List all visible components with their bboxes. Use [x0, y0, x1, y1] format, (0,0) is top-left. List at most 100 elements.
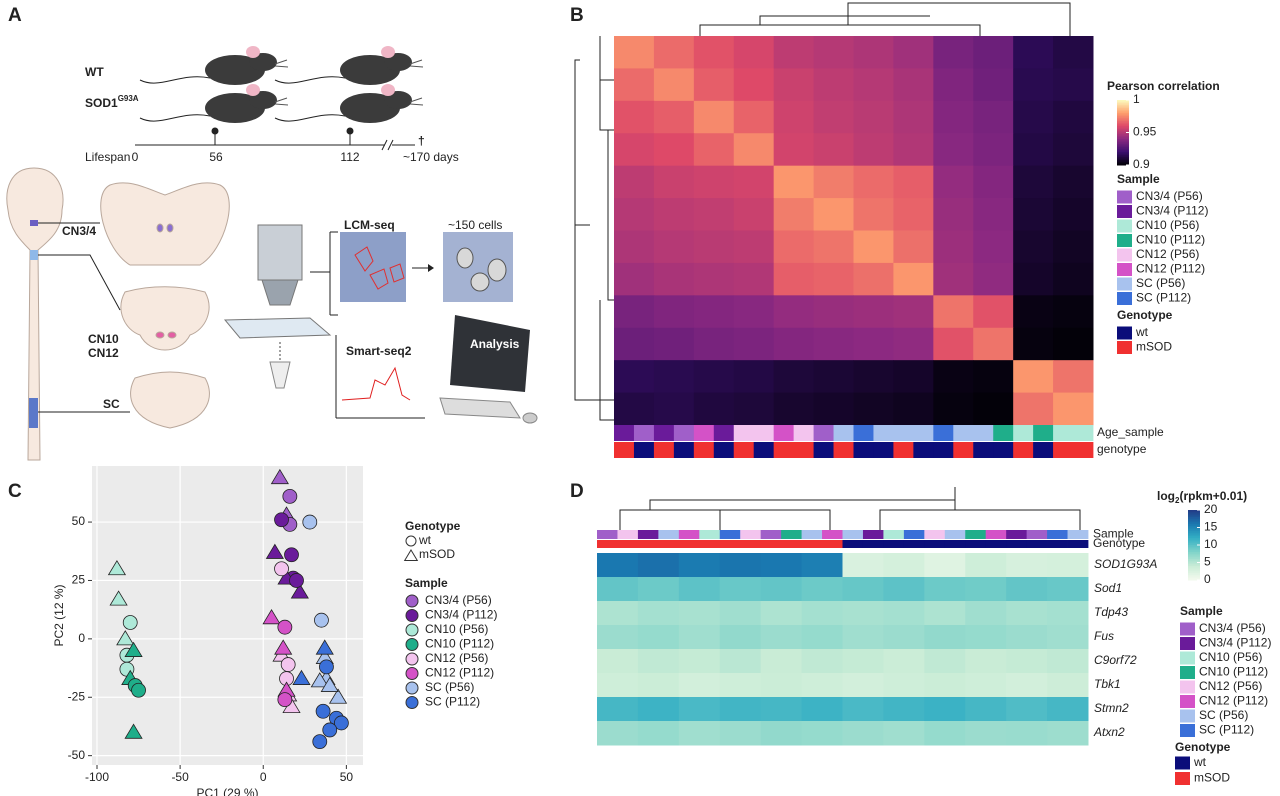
annotation-cell	[781, 530, 802, 539]
heatmap-cell	[1053, 198, 1094, 231]
annotation-cell	[1067, 530, 1089, 539]
workflow-icons	[223, 224, 538, 424]
colorbar-cell	[1117, 114, 1129, 117]
colorbar-cell	[1117, 135, 1129, 138]
heatmap-cell	[924, 721, 966, 746]
annotation-cell	[678, 540, 700, 548]
heatmap-cell	[893, 198, 934, 231]
heatmap-cell	[842, 721, 884, 746]
colorbar-title: Pearson correlation	[1107, 79, 1220, 93]
legend-swatch	[1175, 772, 1190, 785]
heatmap-cell	[813, 295, 854, 329]
colorbar-cell	[1117, 101, 1129, 104]
heatmap-cell	[614, 198, 655, 231]
heatmap-cell	[1047, 577, 1089, 602]
timeline	[135, 127, 415, 151]
point	[262, 609, 281, 625]
panel-label: D	[570, 481, 584, 502]
legend-swatch	[1117, 219, 1132, 233]
heatmap-cell	[693, 392, 735, 426]
colorbar-cell	[1188, 531, 1200, 534]
colorbar-cell	[1117, 152, 1129, 155]
heatmap-cell	[973, 327, 1014, 361]
superscript: G93A	[118, 94, 139, 103]
legend-label: wt	[1193, 755, 1207, 769]
annotation-cell	[713, 425, 735, 441]
heatmap-cell	[1053, 262, 1094, 296]
colorbar-cell	[1188, 578, 1200, 581]
heatmap-cell	[933, 100, 974, 134]
heatmap-cell	[653, 295, 695, 329]
colorbar-cell	[1117, 147, 1129, 150]
heatmap-cell	[813, 327, 854, 361]
heatmap-cell	[1013, 295, 1054, 329]
heatmap-cell	[813, 165, 854, 199]
annotation-cell	[862, 530, 884, 539]
annotation-cell	[1073, 442, 1094, 458]
colorbar-cell	[1188, 555, 1200, 558]
annotation-cell	[740, 540, 762, 548]
legend-swatch	[1117, 190, 1132, 204]
colorbar-cell	[1188, 511, 1200, 514]
annotation-cell	[953, 442, 974, 458]
annotation-cell	[842, 530, 864, 539]
heatmap-cell	[693, 327, 735, 361]
heatmap-cell	[893, 133, 934, 167]
annotation-cell	[1026, 540, 1048, 548]
annotation-cell	[965, 540, 987, 548]
annotation-cell	[733, 442, 755, 458]
annotation-cell	[653, 425, 675, 441]
heatmap-cell	[965, 625, 1007, 650]
heatmap-cell	[597, 721, 639, 746]
heatmap-cell	[1006, 721, 1048, 746]
legend-label: CN12 (P112)	[1199, 694, 1268, 708]
heatmap-cell	[853, 36, 894, 69]
point	[107, 560, 127, 576]
legend-swatch	[1180, 724, 1195, 737]
x-tick-label: 50	[340, 770, 354, 784]
colorbar-cell	[1188, 545, 1200, 548]
legend-label: mSOD	[419, 547, 455, 561]
legend-title: Sample	[1180, 604, 1223, 618]
heatmap-cell	[653, 392, 695, 426]
legend-swatch	[1117, 292, 1132, 305]
annotation-cell	[903, 540, 925, 548]
legend-label: CN10 (P56)	[425, 622, 488, 636]
annotation-cell	[903, 530, 925, 539]
x-tick-label: -50	[171, 770, 189, 784]
heatmap-cell	[1013, 133, 1054, 167]
colorbar-cell	[1188, 560, 1200, 563]
heatmap-cell	[1013, 36, 1054, 69]
legend-swatch	[403, 549, 419, 561]
row-label: Sod1	[1094, 581, 1122, 595]
colorbar-title: log	[1157, 489, 1175, 503]
row-label: WT	[85, 65, 104, 79]
heatmap-cell	[653, 262, 695, 296]
heatmap-cell	[853, 392, 894, 426]
annotation-cell	[658, 540, 680, 548]
legend-label: SC (P56)	[1136, 276, 1185, 290]
annotation-cell	[1006, 530, 1028, 539]
region-label: CN10	[88, 332, 119, 346]
annotation-cell	[614, 442, 635, 458]
heatmap-cell	[733, 262, 775, 296]
heatmap-cell	[1053, 68, 1094, 102]
heatmap-cell	[719, 721, 762, 746]
heatmap-cell	[893, 165, 934, 199]
heatmap-cell	[1047, 697, 1089, 722]
annotation-cell	[637, 540, 659, 548]
colorbar-cell	[1188, 539, 1200, 542]
annotation-cell	[673, 442, 695, 458]
heatmap-cell	[733, 133, 775, 167]
heatmap-cell	[1053, 392, 1094, 426]
heatmap-cell	[1013, 68, 1054, 102]
heatmap-cell	[678, 673, 721, 698]
colorbar-cell	[1117, 103, 1129, 106]
heatmap-cell	[733, 327, 775, 361]
heatmap-cell	[597, 673, 639, 698]
heatmap-cell	[653, 198, 695, 231]
point	[319, 659, 334, 675]
annotation-cell	[597, 540, 618, 548]
heatmap-cell	[924, 601, 966, 626]
point	[322, 722, 338, 738]
